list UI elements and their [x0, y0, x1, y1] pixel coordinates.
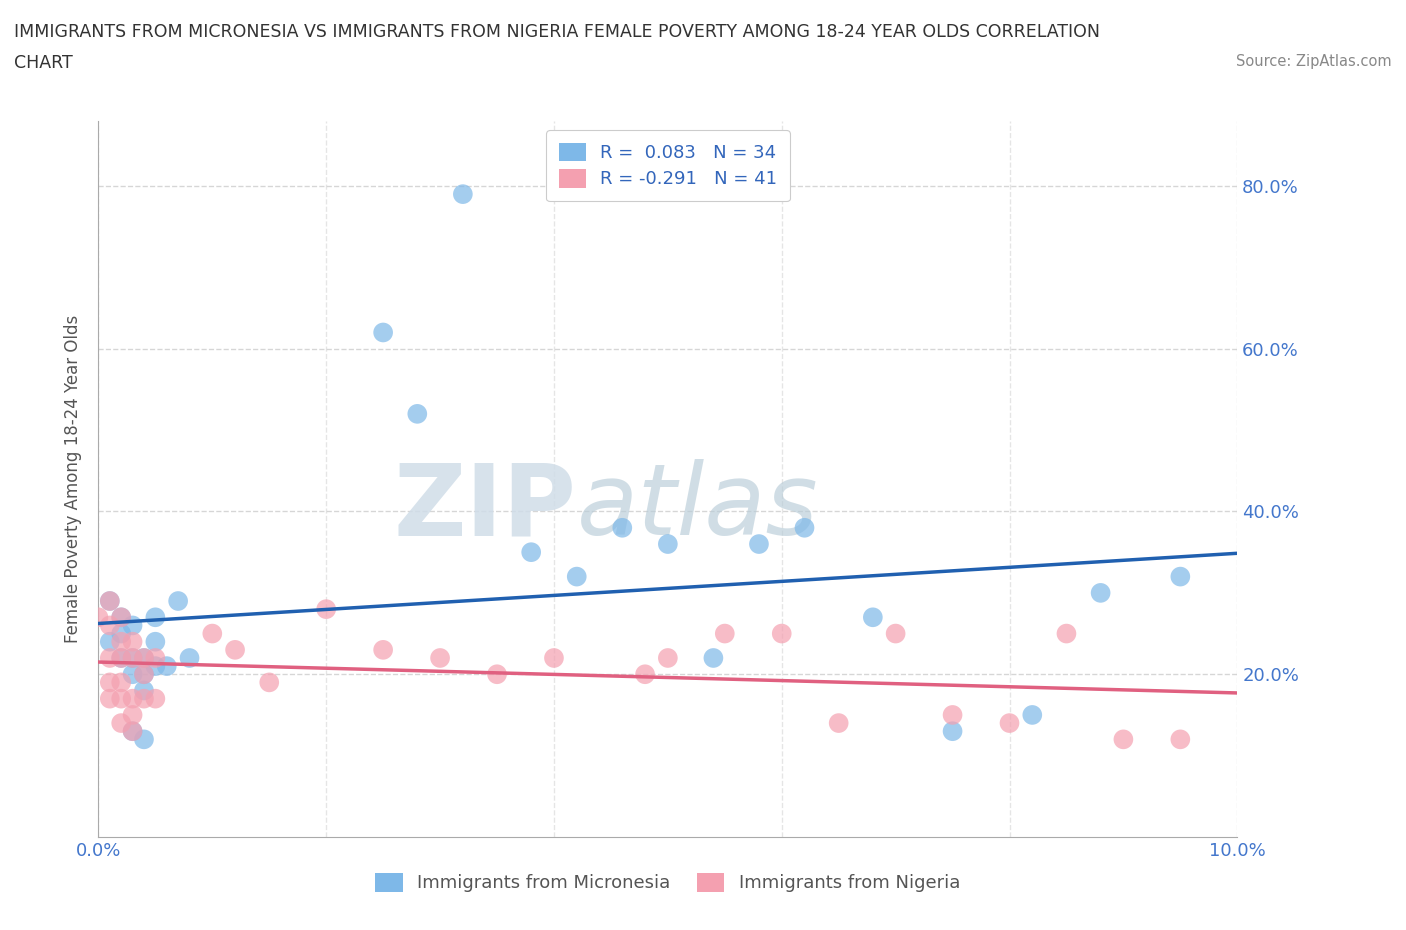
Point — [1112, 732, 1135, 747]
Point — [714, 626, 737, 641]
Point — [121, 691, 143, 706]
Point — [98, 634, 121, 649]
Point — [373, 326, 395, 340]
Point — [145, 610, 167, 625]
Point — [702, 651, 724, 666]
Point — [121, 651, 143, 666]
Point — [565, 569, 588, 584]
Point — [110, 691, 132, 706]
Point — [770, 626, 793, 641]
Point — [828, 716, 851, 731]
Point — [145, 651, 167, 666]
Legend: Immigrants from Micronesia, Immigrants from Nigeria: Immigrants from Micronesia, Immigrants f… — [368, 866, 967, 899]
Point — [657, 651, 679, 666]
Text: IMMIGRANTS FROM MICRONESIA VS IMMIGRANTS FROM NIGERIA FEMALE POVERTY AMONG 18-24: IMMIGRANTS FROM MICRONESIA VS IMMIGRANTS… — [14, 23, 1099, 41]
Point — [1170, 569, 1192, 584]
Text: ZIP: ZIP — [394, 459, 576, 556]
Point — [167, 593, 190, 608]
Point — [998, 716, 1021, 731]
Point — [132, 683, 155, 698]
Point — [1056, 626, 1078, 641]
Point — [110, 651, 132, 666]
Point — [1021, 708, 1043, 723]
Point — [132, 732, 155, 747]
Point — [156, 658, 179, 673]
Point — [429, 651, 451, 666]
Point — [110, 626, 132, 641]
Point — [520, 545, 543, 560]
Point — [132, 691, 155, 706]
Text: Source: ZipAtlas.com: Source: ZipAtlas.com — [1236, 54, 1392, 69]
Point — [942, 724, 965, 738]
Point — [121, 651, 143, 666]
Point — [793, 521, 815, 536]
Point — [1170, 732, 1192, 747]
Point — [1090, 586, 1112, 601]
Point — [486, 667, 509, 682]
Point — [145, 634, 167, 649]
Point — [87, 610, 110, 625]
Point — [224, 643, 246, 658]
Point — [634, 667, 657, 682]
Point — [748, 537, 770, 551]
Y-axis label: Female Poverty Among 18-24 Year Olds: Female Poverty Among 18-24 Year Olds — [65, 315, 83, 643]
Point — [98, 651, 121, 666]
Point — [110, 675, 132, 690]
Point — [145, 658, 167, 673]
Point — [373, 643, 395, 658]
Point — [259, 675, 281, 690]
Point — [132, 667, 155, 682]
Point — [132, 651, 155, 666]
Point — [315, 602, 337, 617]
Text: CHART: CHART — [14, 54, 73, 72]
Point — [121, 634, 143, 649]
Point — [121, 667, 143, 682]
Point — [201, 626, 224, 641]
Point — [612, 521, 634, 536]
Point — [657, 537, 679, 551]
Point — [110, 651, 132, 666]
Point — [543, 651, 565, 666]
Point — [884, 626, 907, 641]
Point — [942, 708, 965, 723]
Point — [132, 651, 155, 666]
Point — [121, 724, 143, 738]
Point — [98, 691, 121, 706]
Point — [121, 708, 143, 723]
Point — [121, 618, 143, 633]
Point — [98, 618, 121, 633]
Point — [179, 651, 201, 666]
Point — [132, 667, 155, 682]
Text: atlas: atlas — [576, 459, 818, 556]
Point — [110, 716, 132, 731]
Point — [406, 406, 429, 421]
Point — [110, 634, 132, 649]
Point — [98, 675, 121, 690]
Point — [98, 593, 121, 608]
Point — [121, 724, 143, 738]
Point — [98, 593, 121, 608]
Point — [110, 610, 132, 625]
Point — [110, 610, 132, 625]
Point — [451, 187, 474, 202]
Point — [862, 610, 884, 625]
Point — [145, 691, 167, 706]
